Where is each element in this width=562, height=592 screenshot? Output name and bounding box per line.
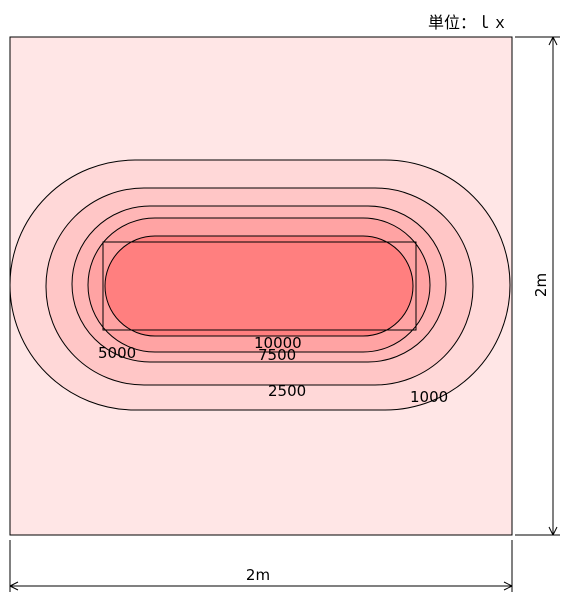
dimension-height-label: 2m — [532, 273, 550, 297]
contour-label-7500: 7500 — [258, 346, 296, 364]
contour-label-10000: 10000 — [254, 334, 302, 352]
contour-10000 — [104, 235, 414, 337]
light-fixture-outline — [102, 241, 417, 331]
contour-label-1000: 1000 — [410, 388, 448, 406]
contour-label-2500: 2500 — [268, 382, 306, 400]
unit-label: 単位：ｌｘ — [428, 13, 508, 32]
dimension-width-label: 2m — [246, 566, 270, 584]
contour-label-5000: 5000 — [98, 344, 136, 362]
height-dimension — [515, 36, 560, 536]
width-dimension — [9, 540, 513, 592]
